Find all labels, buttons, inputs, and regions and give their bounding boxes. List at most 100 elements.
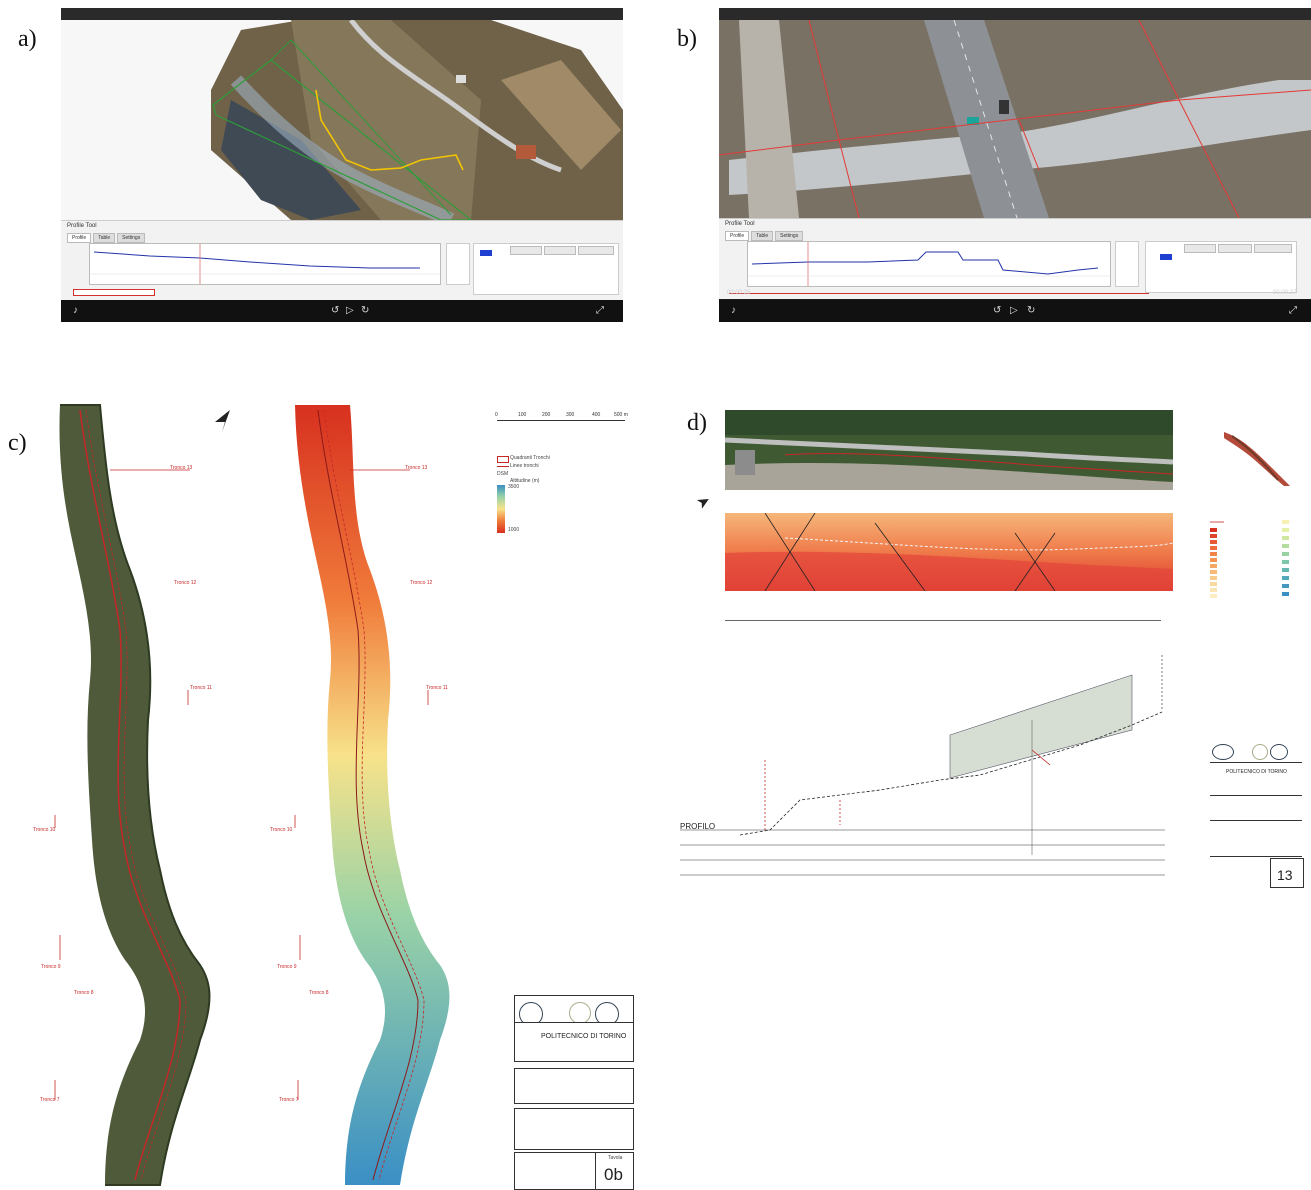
sheet-label-c: Tavola	[608, 1155, 623, 1161]
legend-min: 1000	[508, 527, 520, 533]
tronco-7-right: Tronco 7	[279, 1097, 299, 1103]
saved-profile-button[interactable]	[544, 246, 576, 255]
sheet-box-d: 13	[1270, 858, 1304, 888]
legend-altitudine: Altitudine (m)	[510, 478, 540, 484]
layer-options-b	[1145, 241, 1297, 293]
volume-icon[interactable]: ♪	[731, 305, 736, 316]
logo-d-2-icon	[1252, 744, 1268, 760]
panel-b-viewer: Profile Tool Profile Table Settings 00:0…	[719, 8, 1311, 322]
fullscreen-icon[interactable]: ⤢	[596, 305, 604, 316]
project-box-c	[514, 1068, 634, 1104]
play-icon[interactable]: ▷	[1010, 305, 1018, 316]
institution-box-c: POLITECNICO DI TORINO	[514, 1022, 634, 1062]
info-box-c	[514, 1152, 596, 1190]
tronco-10-right: Tronco 10	[270, 827, 293, 833]
tronco-12-right: Tronco 12	[410, 580, 433, 586]
panel-d-legend	[1210, 520, 1289, 598]
description-box-d	[1210, 824, 1302, 857]
tab-table[interactable]: Table	[751, 231, 774, 241]
layer-options-a	[473, 243, 619, 295]
dsm-corridor	[295, 405, 450, 1185]
legend-red-scale	[1210, 528, 1217, 598]
forward-icon[interactable]: ↻	[361, 305, 370, 316]
layer-color-swatch	[1160, 254, 1172, 260]
selection-line-b	[729, 293, 1149, 294]
profile-chart-a-svg	[90, 244, 440, 284]
scale-tick-100: 100	[518, 412, 527, 418]
window-titlebar	[61, 8, 623, 20]
profile-tool-tabs: Profile Table Settings	[67, 233, 146, 243]
fullscreen-icon[interactable]: ⤢	[1289, 305, 1297, 316]
panel-a-viewer: Profile Tool Profile Table Settings ♪ ↺ …	[61, 8, 623, 322]
tab-profile[interactable]: Profile	[67, 233, 92, 243]
layer-button[interactable]	[510, 246, 542, 255]
legend-quadranti: Quadranti Tronchi	[510, 455, 550, 461]
panel-label-d: d)	[687, 410, 707, 436]
sheet-number-d: 13	[1277, 867, 1293, 883]
time-end: 00:00:27	[1273, 290, 1297, 296]
rewind-icon[interactable]: ↺	[993, 305, 1002, 316]
profile-label: PROFILO	[680, 822, 716, 831]
panel-c-maps	[54, 404, 450, 1186]
river-line-right	[317, 409, 419, 1181]
tronco-9-left: Tronco 9	[41, 964, 61, 970]
scale-bar	[497, 420, 625, 421]
tronco-13-left: Tronco 13	[170, 465, 193, 471]
export-button[interactable]	[1254, 244, 1292, 253]
sheet-box-c: Tavola 0b	[595, 1152, 634, 1190]
logo-d-3-icon	[1270, 744, 1288, 760]
legend-swatch-quadranti	[497, 456, 509, 463]
legend-blue-scale	[1282, 520, 1289, 596]
scale-tick-500: 500 m	[614, 412, 628, 418]
orthophoto-a-svg	[61, 18, 623, 227]
profile-chart-a	[89, 243, 441, 285]
orthophoto-a	[61, 18, 623, 227]
tab-profile[interactable]: Profile	[725, 231, 750, 241]
profile-tool-tabs: Profile Table Settings	[725, 231, 804, 241]
tronco-11-left: Tronco 11	[190, 685, 212, 691]
tronco-markers	[54, 469, 429, 1100]
layer-button[interactable]	[1184, 244, 1216, 253]
scale-tick-400: 400	[592, 412, 601, 418]
rewind-icon[interactable]: ↺	[331, 305, 340, 316]
tronco-10-left: Tronco 10	[33, 827, 56, 833]
panel-d-profile	[680, 655, 1165, 876]
orthophoto-corridor	[59, 405, 210, 1185]
legend-swatch-linee	[497, 466, 509, 467]
profile-tool-title: Profile Tool	[67, 223, 97, 229]
profile-tool-panel-b: Profile Tool Profile Table Settings	[719, 218, 1311, 299]
tab-settings[interactable]: Settings	[775, 231, 804, 241]
logo-2-icon	[569, 1002, 591, 1024]
export-button[interactable]	[578, 246, 614, 255]
volume-icon[interactable]: ♪	[73, 305, 78, 316]
profile-chart-b	[747, 241, 1111, 287]
orthophoto-b	[719, 19, 1311, 219]
profile-chart-b-svg	[748, 242, 1110, 286]
scale-tick-300: 300	[566, 412, 575, 418]
selection-field-a[interactable]	[73, 289, 155, 296]
north-arrow-icon-d: ➤	[693, 491, 715, 514]
yellow-polyline	[315, 89, 464, 171]
play-icon[interactable]: ▷	[346, 305, 354, 316]
tronco-9-right: Tronco 9	[277, 964, 297, 970]
profile-axis-controls-a	[446, 243, 470, 285]
profile-table-lines	[680, 829, 1165, 876]
panel-d-dsm	[725, 513, 1173, 591]
layer-color-swatch	[480, 250, 492, 256]
legend-max: 3500	[508, 484, 520, 490]
sheet-number-c: 0b	[604, 1165, 623, 1184]
time-start: 00:00:25	[727, 290, 751, 296]
profile-axis-controls-b	[1115, 241, 1139, 287]
institution-box-d: POLITECNICO DI TORINO	[1210, 762, 1302, 796]
tab-table[interactable]: Table	[93, 233, 116, 243]
profile-tool-panel-a: Profile Tool Profile Table Settings	[61, 220, 623, 301]
tab-settings[interactable]: Settings	[117, 233, 146, 243]
scale-tick-200: 200	[542, 412, 551, 418]
legend-dsm: DSM	[497, 471, 509, 477]
tronco-8-left: Tronco 8	[74, 990, 94, 996]
forward-icon[interactable]: ↻	[1027, 305, 1036, 316]
inset-map	[1224, 432, 1290, 486]
saved-profile-button[interactable]	[1218, 244, 1252, 253]
section-divider	[725, 620, 1161, 621]
info-box-d	[1210, 858, 1268, 886]
